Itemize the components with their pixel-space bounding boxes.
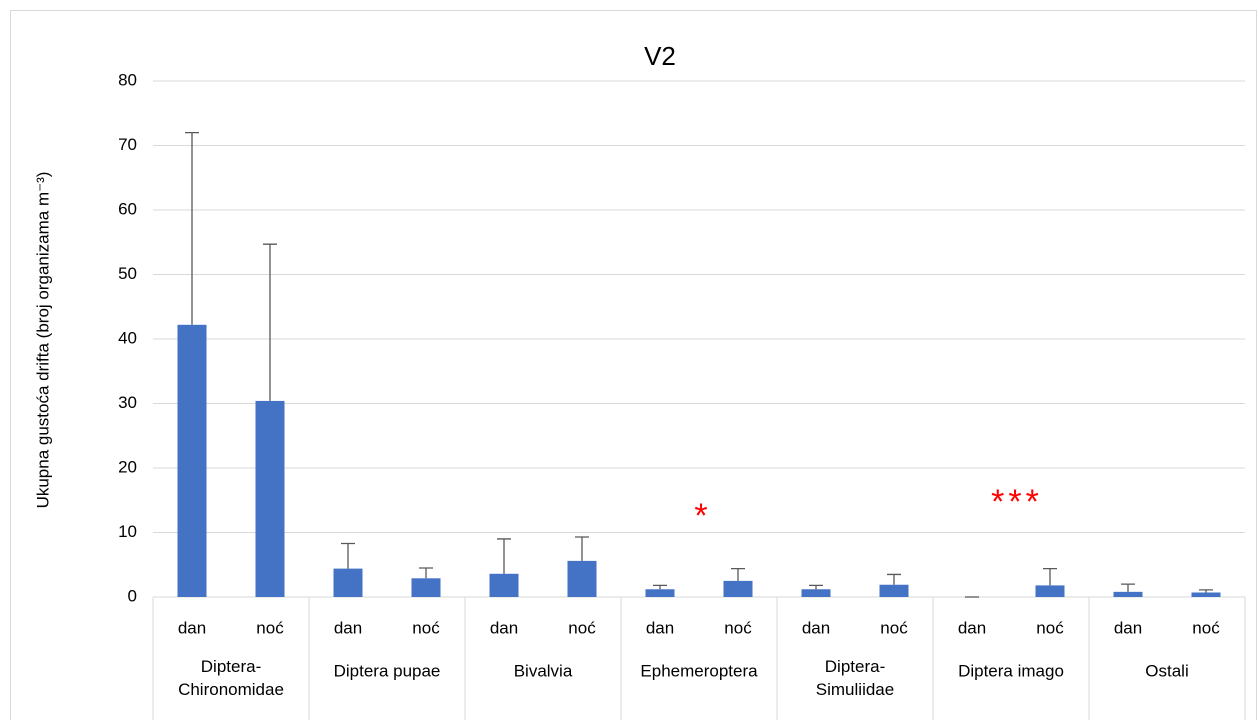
error-bar: [185, 131, 199, 325]
group-label: Ostali: [1145, 661, 1188, 680]
y-tick-label: 70: [118, 135, 137, 154]
bar: [723, 580, 753, 597]
x-tick-label: dan: [490, 618, 518, 637]
error-bar: [1199, 589, 1213, 593]
error-bar: [263, 243, 277, 401]
x-tick-label: dan: [958, 618, 986, 637]
bar: [411, 578, 441, 597]
y-tick-label: 10: [118, 522, 137, 541]
y-tick-label: 0: [128, 586, 137, 605]
chart-border: [10, 10, 1257, 720]
x-tick-label: noć: [724, 618, 752, 637]
bar: [1113, 591, 1143, 597]
error-bar: [653, 584, 667, 590]
error-bar: [419, 567, 433, 579]
x-tick-label: dan: [1114, 618, 1142, 637]
group-label: Ephemeroptera: [640, 661, 758, 680]
group-label: Diptera-Simuliidae: [816, 657, 894, 699]
error-bar: [1043, 567, 1057, 586]
bar: [1035, 585, 1065, 597]
y-tick-label: 50: [118, 264, 137, 283]
x-tick-label: noć: [568, 618, 596, 637]
error-bar: [731, 567, 745, 581]
x-tick-label: dan: [646, 618, 674, 637]
error-bar: [575, 536, 589, 561]
error-bar: [809, 584, 823, 590]
group-label: Diptera-Chironomidae: [178, 657, 284, 699]
x-tick-label: dan: [178, 618, 206, 637]
annotation: ***: [991, 483, 1043, 521]
bar: [489, 573, 519, 597]
y-tick-label: 80: [118, 70, 137, 89]
x-tick-label: dan: [334, 618, 362, 637]
error-bar: [497, 538, 511, 574]
error-bar: [887, 573, 901, 585]
x-tick-label: noć: [256, 618, 284, 637]
chart-title: V2: [644, 41, 676, 71]
x-tick-label: noć: [1192, 618, 1220, 637]
error-bar: [1121, 583, 1135, 592]
annotation: *: [694, 497, 711, 535]
bar: [801, 589, 831, 597]
bar: [879, 584, 909, 597]
group-label: Diptera pupae: [334, 661, 441, 680]
y-axis-label: Ukupna gustoća drifta (broj organizama m…: [33, 172, 52, 509]
bar: [567, 560, 597, 597]
group-label: Bivalvia: [514, 661, 573, 680]
bar: [1191, 592, 1221, 597]
y-tick-label: 40: [118, 328, 137, 347]
y-tick-label: 30: [118, 393, 137, 412]
y-tick-label: 60: [118, 199, 137, 218]
bar: [645, 589, 675, 597]
x-tick-label: dan: [802, 618, 830, 637]
x-tick-label: noć: [880, 618, 908, 637]
bar: [177, 324, 207, 597]
y-tick-label: 20: [118, 457, 137, 476]
group-label: Diptera imago: [958, 661, 1064, 680]
bar: [255, 400, 285, 597]
x-tick-label: noć: [1036, 618, 1064, 637]
bar: [333, 568, 363, 597]
error-bar: [341, 542, 355, 569]
x-tick-label: noć: [412, 618, 440, 637]
